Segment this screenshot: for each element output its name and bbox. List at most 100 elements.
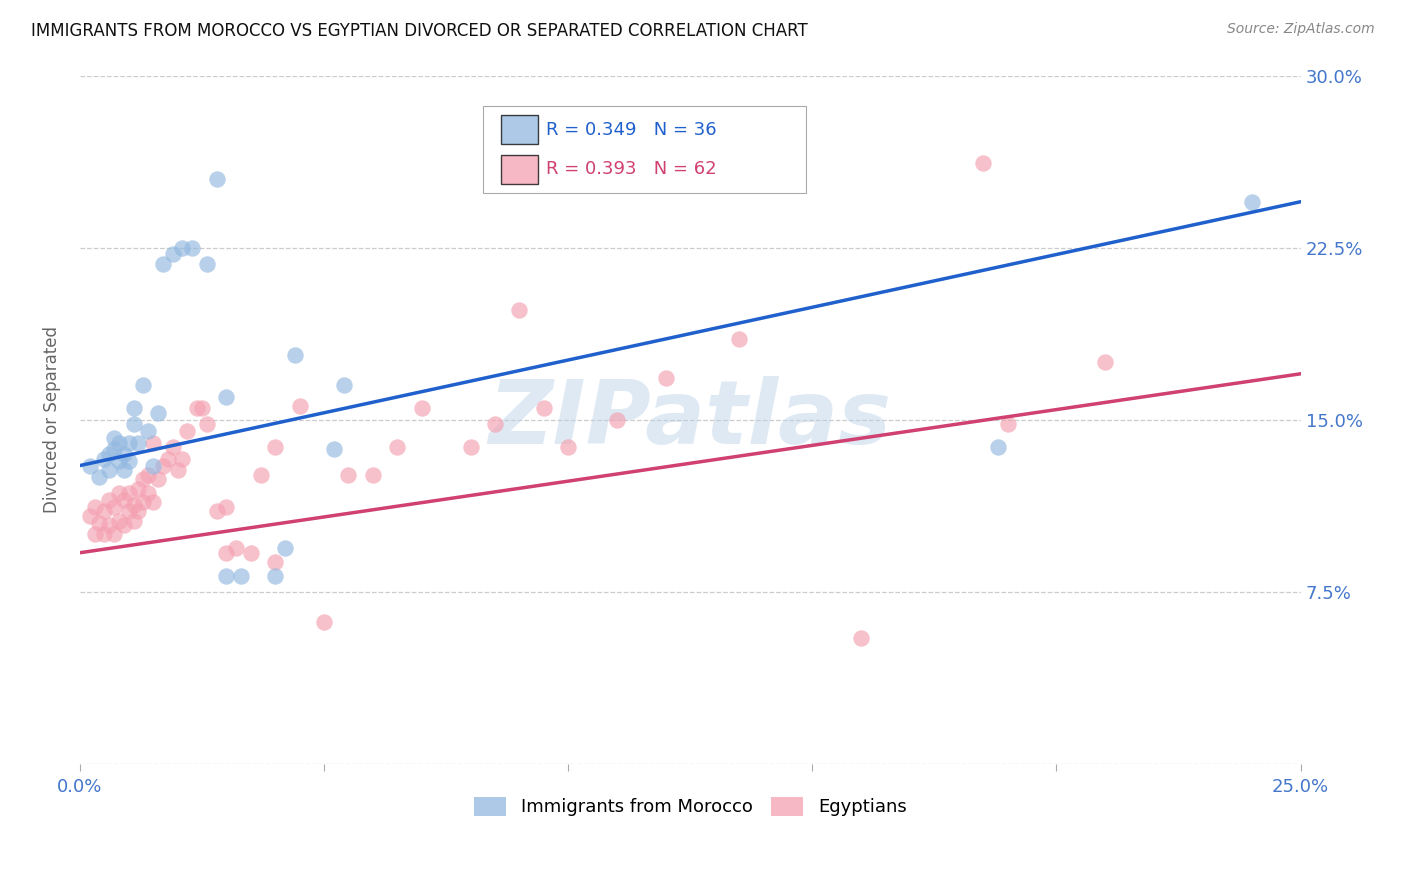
Point bbox=[229, 568, 252, 582]
Point bbox=[361, 467, 384, 482]
Point bbox=[249, 467, 271, 482]
Point bbox=[118, 454, 141, 468]
Point bbox=[79, 509, 101, 524]
Point bbox=[387, 440, 409, 454]
Point bbox=[225, 541, 247, 556]
Point bbox=[142, 495, 165, 509]
Point bbox=[142, 458, 165, 473]
Point bbox=[557, 440, 579, 454]
Point bbox=[112, 518, 135, 533]
Point bbox=[606, 412, 628, 426]
Point bbox=[118, 486, 141, 500]
Point bbox=[987, 440, 1010, 454]
Point bbox=[98, 447, 121, 461]
Text: IMMIGRANTS FROM MOROCCO VS EGYPTIAN DIVORCED OR SEPARATED CORRELATION CHART: IMMIGRANTS FROM MOROCCO VS EGYPTIAN DIVO… bbox=[31, 22, 807, 40]
Point bbox=[122, 514, 145, 528]
Point bbox=[142, 435, 165, 450]
Point bbox=[79, 458, 101, 473]
Point bbox=[191, 401, 214, 416]
Point bbox=[83, 500, 105, 514]
Point bbox=[83, 527, 105, 541]
Point bbox=[112, 447, 135, 461]
Point bbox=[312, 615, 335, 629]
Point bbox=[108, 514, 131, 528]
Point bbox=[264, 568, 287, 582]
Point bbox=[152, 257, 174, 271]
Point bbox=[322, 442, 344, 457]
Point bbox=[1094, 355, 1116, 369]
Point bbox=[972, 155, 994, 169]
Point bbox=[98, 493, 121, 508]
Point bbox=[93, 504, 115, 518]
Point bbox=[239, 546, 262, 560]
Point bbox=[460, 440, 482, 454]
Point bbox=[533, 401, 555, 416]
Point bbox=[132, 472, 155, 486]
Point bbox=[172, 451, 194, 466]
Point bbox=[132, 378, 155, 392]
Point bbox=[112, 463, 135, 477]
Point bbox=[484, 417, 506, 432]
Point bbox=[411, 401, 433, 416]
Text: R = 0.393   N = 62: R = 0.393 N = 62 bbox=[546, 161, 717, 178]
Legend: Immigrants from Morocco, Egyptians: Immigrants from Morocco, Egyptians bbox=[467, 789, 914, 823]
Point bbox=[162, 440, 184, 454]
Text: R = 0.349   N = 36: R = 0.349 N = 36 bbox=[546, 120, 717, 139]
Point bbox=[181, 241, 204, 255]
Point bbox=[136, 486, 159, 500]
Point bbox=[93, 451, 115, 466]
Point bbox=[264, 555, 287, 569]
Point bbox=[997, 417, 1019, 432]
Point bbox=[205, 171, 228, 186]
Point bbox=[136, 467, 159, 482]
Point bbox=[166, 463, 188, 477]
Point bbox=[162, 247, 184, 261]
Y-axis label: Divorced or Separated: Divorced or Separated bbox=[44, 326, 60, 513]
Point bbox=[195, 257, 218, 271]
Point bbox=[264, 440, 287, 454]
FancyBboxPatch shape bbox=[501, 115, 537, 145]
Point bbox=[112, 493, 135, 508]
Point bbox=[103, 431, 125, 445]
Point bbox=[122, 417, 145, 432]
Point bbox=[655, 371, 678, 385]
Point bbox=[728, 332, 751, 346]
Point bbox=[118, 435, 141, 450]
Point bbox=[89, 516, 111, 530]
Point bbox=[132, 495, 155, 509]
Point bbox=[127, 504, 149, 518]
Point bbox=[89, 470, 111, 484]
Point bbox=[849, 631, 872, 645]
Point bbox=[136, 424, 159, 438]
Point bbox=[1240, 194, 1263, 209]
Point bbox=[337, 467, 360, 482]
Point bbox=[195, 417, 218, 432]
Point bbox=[98, 518, 121, 533]
Point bbox=[98, 463, 121, 477]
Point bbox=[508, 302, 530, 317]
Point bbox=[156, 451, 179, 466]
Text: ZIPatlas: ZIPatlas bbox=[489, 376, 891, 463]
Point bbox=[93, 527, 115, 541]
Point bbox=[103, 500, 125, 514]
Point bbox=[146, 406, 169, 420]
Point bbox=[152, 458, 174, 473]
Point bbox=[103, 527, 125, 541]
Point bbox=[108, 454, 131, 468]
Point bbox=[215, 546, 238, 560]
Point bbox=[146, 472, 169, 486]
Point bbox=[288, 399, 311, 413]
Point bbox=[215, 390, 238, 404]
Point bbox=[118, 504, 141, 518]
Point bbox=[108, 435, 131, 450]
Point bbox=[205, 504, 228, 518]
Point bbox=[215, 500, 238, 514]
Point bbox=[176, 424, 198, 438]
Point bbox=[127, 435, 149, 450]
Point bbox=[127, 482, 149, 496]
Point bbox=[284, 348, 307, 362]
Point bbox=[108, 486, 131, 500]
Point bbox=[274, 541, 297, 556]
FancyBboxPatch shape bbox=[501, 155, 537, 184]
Point bbox=[332, 378, 354, 392]
